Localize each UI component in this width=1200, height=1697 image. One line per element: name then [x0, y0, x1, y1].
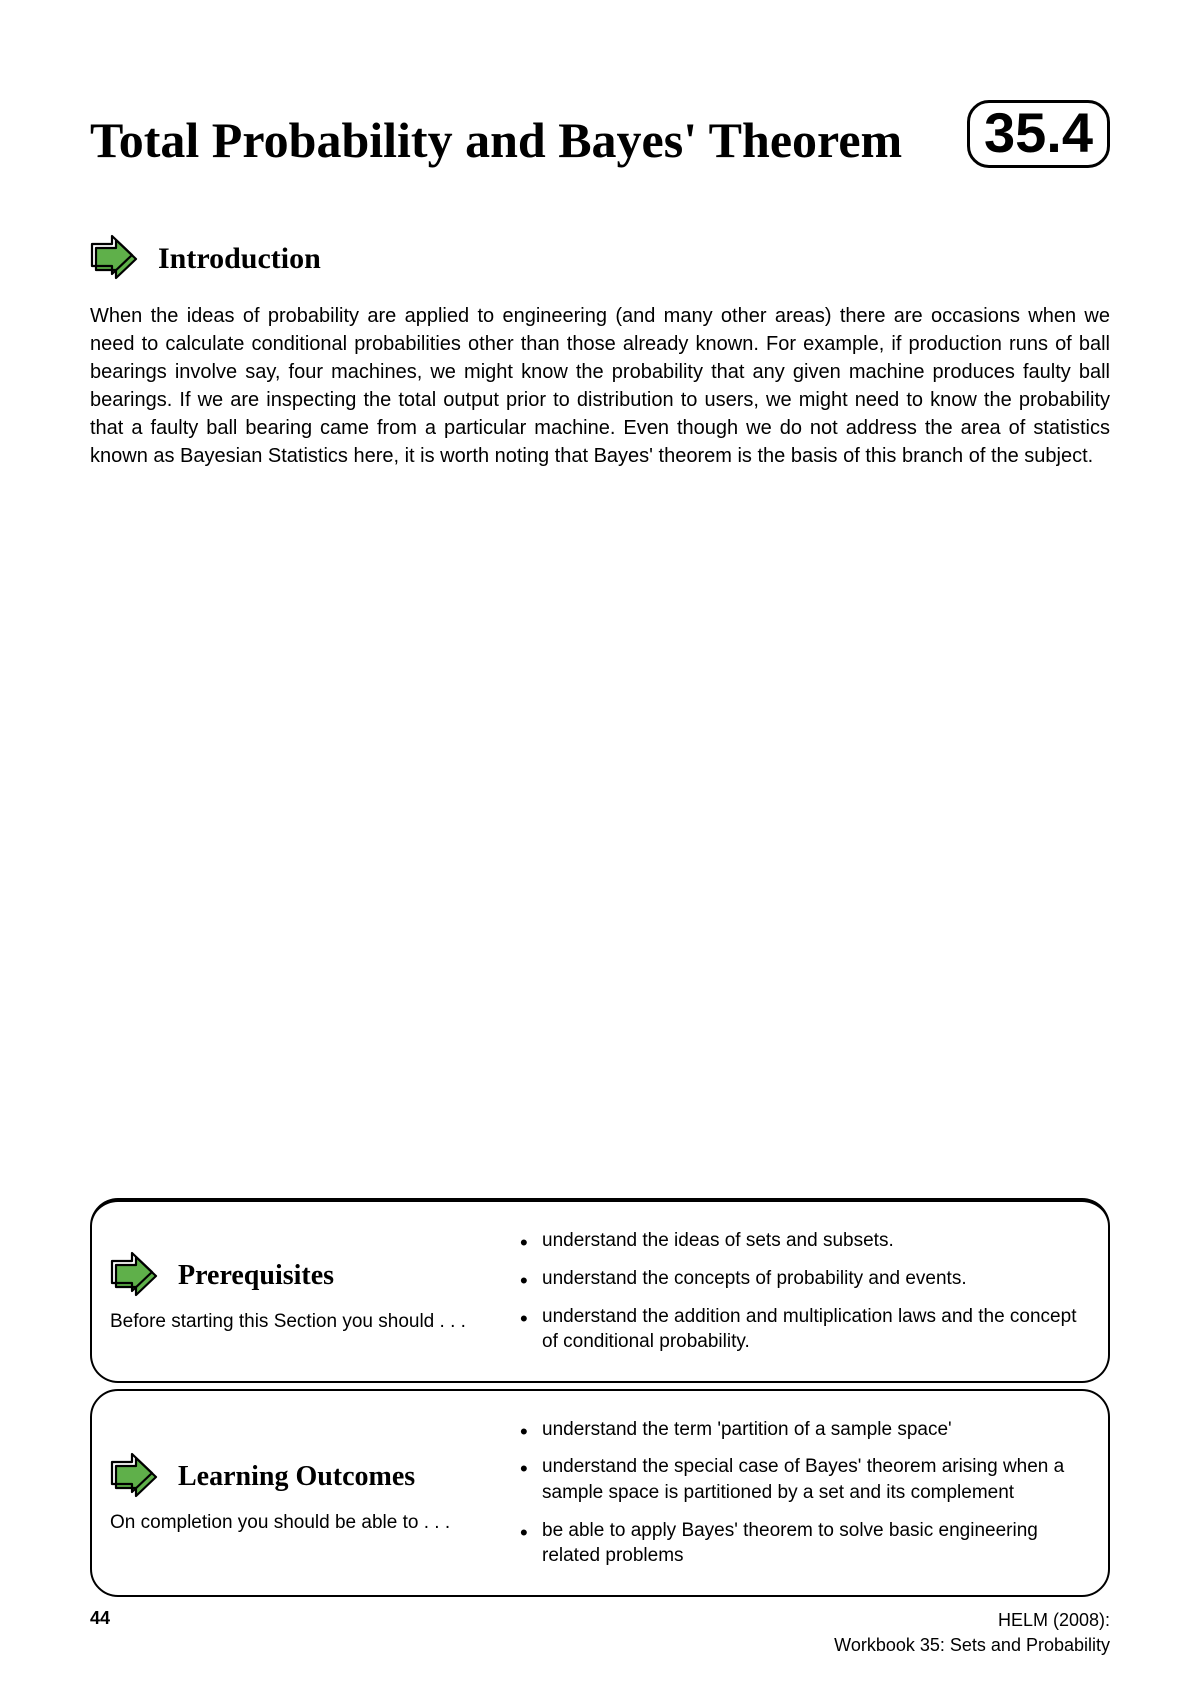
- footer-source: HELM (2008): Workbook 35: Sets and Proba…: [834, 1608, 1110, 1657]
- outcomes-heading: Learning Outcomes: [178, 1461, 415, 1493]
- list-item: understand the ideas of sets and subsets…: [520, 1228, 1078, 1254]
- page-footer: 44 HELM (2008): Workbook 35: Sets and Pr…: [90, 1608, 1110, 1657]
- prereq-list: understand the ideas of sets and subsets…: [520, 1216, 1078, 1367]
- list-item: understand the special case of Bayes' th…: [520, 1454, 1078, 1505]
- list-item: be able to apply Bayes' theorem to solve…: [520, 1518, 1078, 1569]
- list-item: understand the concepts of probability a…: [520, 1266, 1078, 1292]
- title-row: Total Probability and Bayes' Theorem 35.…: [90, 100, 1110, 174]
- section-number-badge: 35.4: [967, 100, 1110, 168]
- list-item: understand the addition and multiplicati…: [520, 1304, 1078, 1355]
- prereq-subtitle: Before starting this Section you should …: [110, 1311, 490, 1333]
- footer-line: Workbook 35: Sets and Probability: [834, 1633, 1110, 1657]
- page-number: 44: [90, 1608, 110, 1629]
- outcomes-subtitle: On completion you should be able to . . …: [110, 1512, 490, 1534]
- prereq-heading: Prerequisites: [178, 1260, 334, 1292]
- footer-line: HELM (2008):: [834, 1608, 1110, 1632]
- arrow-icon: [90, 234, 140, 284]
- prerequisites-box: Prerequisites Before starting this Secti…: [90, 1198, 1110, 1383]
- intro-text: When the ideas of probability are applie…: [90, 302, 1110, 470]
- page-title: Total Probability and Bayes' Theorem: [90, 107, 902, 175]
- intro-heading: Introduction: [158, 242, 321, 276]
- outcomes-left: Learning Outcomes On completion you shou…: [110, 1452, 490, 1534]
- arrow-icon: [110, 1251, 160, 1301]
- prereq-left: Prerequisites Before starting this Secti…: [110, 1251, 490, 1333]
- intro-header: Introduction: [90, 234, 1110, 284]
- boxes-container: Prerequisites Before starting this Secti…: [90, 1192, 1110, 1597]
- outcomes-list: understand the term 'partition of a samp…: [520, 1405, 1078, 1581]
- list-item: understand the term 'partition of a samp…: [520, 1417, 1078, 1443]
- outcomes-box: Learning Outcomes On completion you shou…: [90, 1389, 1110, 1597]
- arrow-icon: [110, 1452, 160, 1502]
